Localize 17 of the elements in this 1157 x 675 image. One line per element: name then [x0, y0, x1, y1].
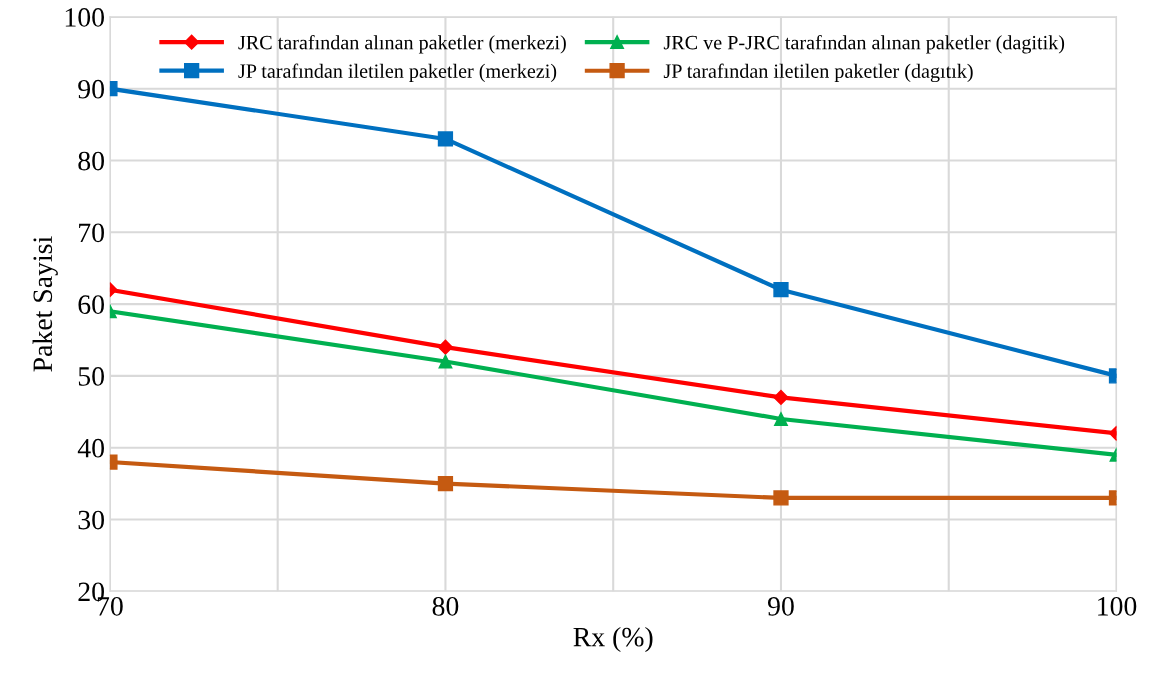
y-tick-label: 90 [78, 79, 104, 99]
y-tick-label: 50 [78, 367, 104, 386]
y-tick-label: 40 [77, 438, 104, 458]
y-axis-title: Paket Sayisi [32, 236, 58, 372]
y-tick-label: 80 [78, 151, 104, 171]
x-tick-label: 80 [432, 596, 459, 616]
legend-label: JRC ve P-JRC tarafından alınan paketler (dagitik) [663, 35, 1065, 54]
x-tick-label: 90 [767, 596, 794, 616]
y-tick-label: 60 [78, 295, 104, 314]
y-tick-label: 30 [78, 510, 104, 530]
x-axis-title: Rx (%) [573, 626, 653, 653]
legend-label: JRC tarafından alınan paketler (merkezi) [238, 35, 566, 54]
y-tick-label: 100 [65, 8, 104, 27]
y-tick-label: 70 [79, 223, 104, 243]
legend-label: JP tarafından iletilen paketler (dagıtık) [663, 63, 973, 83]
legend-label: JP tarafından iletilen paketler (merkezi) [238, 63, 557, 83]
x-tick-label: 100 [1098, 596, 1137, 616]
